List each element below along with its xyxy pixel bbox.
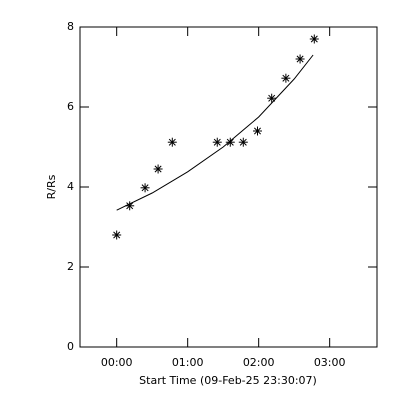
marker-stroke <box>296 55 304 63</box>
asterisk-marker <box>167 137 177 147</box>
marker-stroke <box>226 138 234 146</box>
y-tick-label: 6 <box>67 100 74 113</box>
asterisk-marker <box>212 137 222 147</box>
marker-stroke <box>141 184 149 192</box>
asterisk-marker <box>153 164 163 174</box>
x-tick-label: 02:00 <box>243 356 275 369</box>
asterisk-marker <box>252 126 262 136</box>
asterisk-marker <box>267 93 277 103</box>
asterisk-marker <box>309 34 319 44</box>
y-axis-label: R/Rs <box>45 174 58 199</box>
x-tick-label: 00:00 <box>101 356 133 369</box>
plot-frame <box>79 26 378 348</box>
asterisk-marker <box>112 230 122 240</box>
y-tick-label: 0 <box>67 340 74 353</box>
marker-stroke <box>268 94 276 102</box>
x-tick-label: 03:00 <box>314 356 346 369</box>
asterisk-marker <box>225 137 235 147</box>
asterisk-marker <box>125 201 135 211</box>
asterisk-marker <box>281 73 291 83</box>
asterisk-marker <box>238 137 248 147</box>
marker-stroke <box>213 138 221 146</box>
y-tick-label: 8 <box>67 20 74 33</box>
marker-stroke <box>126 202 134 210</box>
y-tick-label: 2 <box>67 260 74 273</box>
asterisk-marker <box>295 54 305 64</box>
marker-stroke <box>113 231 121 239</box>
fit-curve <box>116 54 314 211</box>
y-tick-label: 4 <box>67 180 74 193</box>
asterisk-marker <box>140 183 150 193</box>
marker-stroke <box>310 35 318 43</box>
marker-stroke <box>168 138 176 146</box>
x-tick-label: 01:00 <box>172 356 204 369</box>
marker-stroke <box>282 74 290 82</box>
marker-stroke <box>253 127 261 135</box>
marker-stroke <box>154 165 162 173</box>
marker-stroke <box>239 138 247 146</box>
x-axis-label: Start Time (09-Feb-25 23:30:07) <box>139 374 317 387</box>
